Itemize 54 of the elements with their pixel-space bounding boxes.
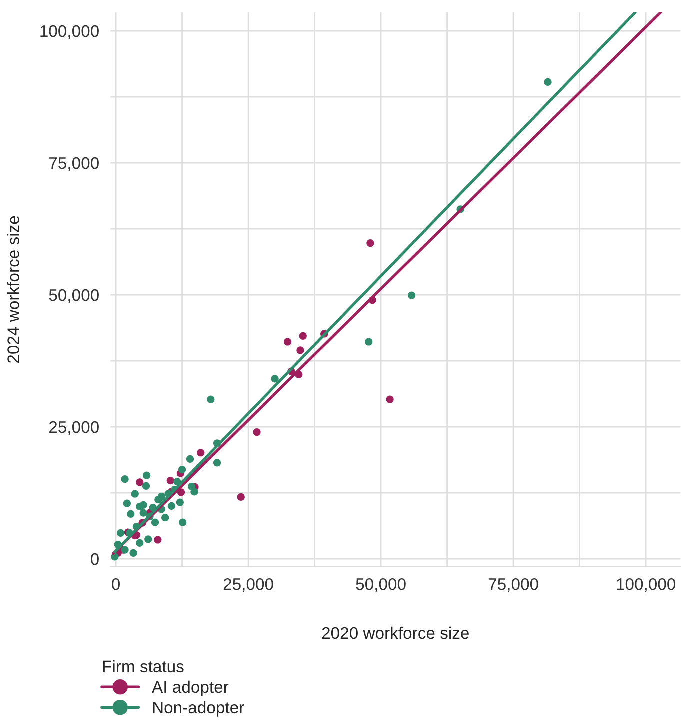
point [176, 498, 184, 506]
point [544, 78, 552, 86]
point [117, 529, 125, 537]
x-axis-title: 2020 workforce size [322, 626, 469, 640]
y-tick-label: 25,000 [49, 421, 99, 436]
point [162, 514, 170, 522]
point [408, 292, 416, 300]
point [158, 492, 166, 501]
legend-title: Firm status [103, 660, 184, 673]
point [142, 472, 151, 480]
x-tick-label: 0 [112, 578, 120, 590]
point [271, 375, 279, 383]
point [179, 518, 187, 526]
point [136, 539, 144, 547]
point [296, 346, 304, 354]
point [299, 332, 307, 340]
x-tick-label: 100,000 [617, 578, 676, 592]
legend-label: AI adopter [152, 680, 229, 696]
x-tick-label: 50,000 [356, 578, 406, 592]
x-tick-label: 75,000 [488, 578, 538, 592]
point [188, 482, 196, 490]
point [154, 536, 162, 544]
point [207, 396, 215, 404]
point [144, 536, 152, 544]
point [253, 428, 261, 436]
point [386, 396, 394, 404]
point [168, 502, 176, 510]
point [366, 239, 374, 248]
y-tick-label: 100,000 [40, 25, 99, 40]
point [186, 455, 194, 464]
point [130, 549, 138, 558]
point [237, 493, 245, 502]
y-tick-label: 50,000 [49, 289, 99, 304]
point [365, 338, 373, 346]
point [127, 510, 135, 518]
point [131, 490, 139, 498]
point [178, 466, 186, 474]
point [177, 488, 186, 496]
point [140, 501, 148, 509]
y-tick-label: 0 [91, 553, 99, 566]
point [121, 475, 129, 484]
point [151, 518, 160, 526]
point [136, 478, 144, 486]
point [197, 449, 205, 457]
point [213, 459, 222, 467]
point [123, 500, 131, 508]
y-axis-title: 2024 workforce size [7, 216, 20, 363]
y-tick-label: 75,000 [50, 157, 99, 172]
legend-label: Non-adopter [153, 701, 244, 717]
point [284, 338, 292, 346]
point [140, 509, 148, 517]
point [142, 482, 150, 490]
x-tick-label: 25,000 [224, 578, 274, 592]
point [166, 477, 174, 485]
